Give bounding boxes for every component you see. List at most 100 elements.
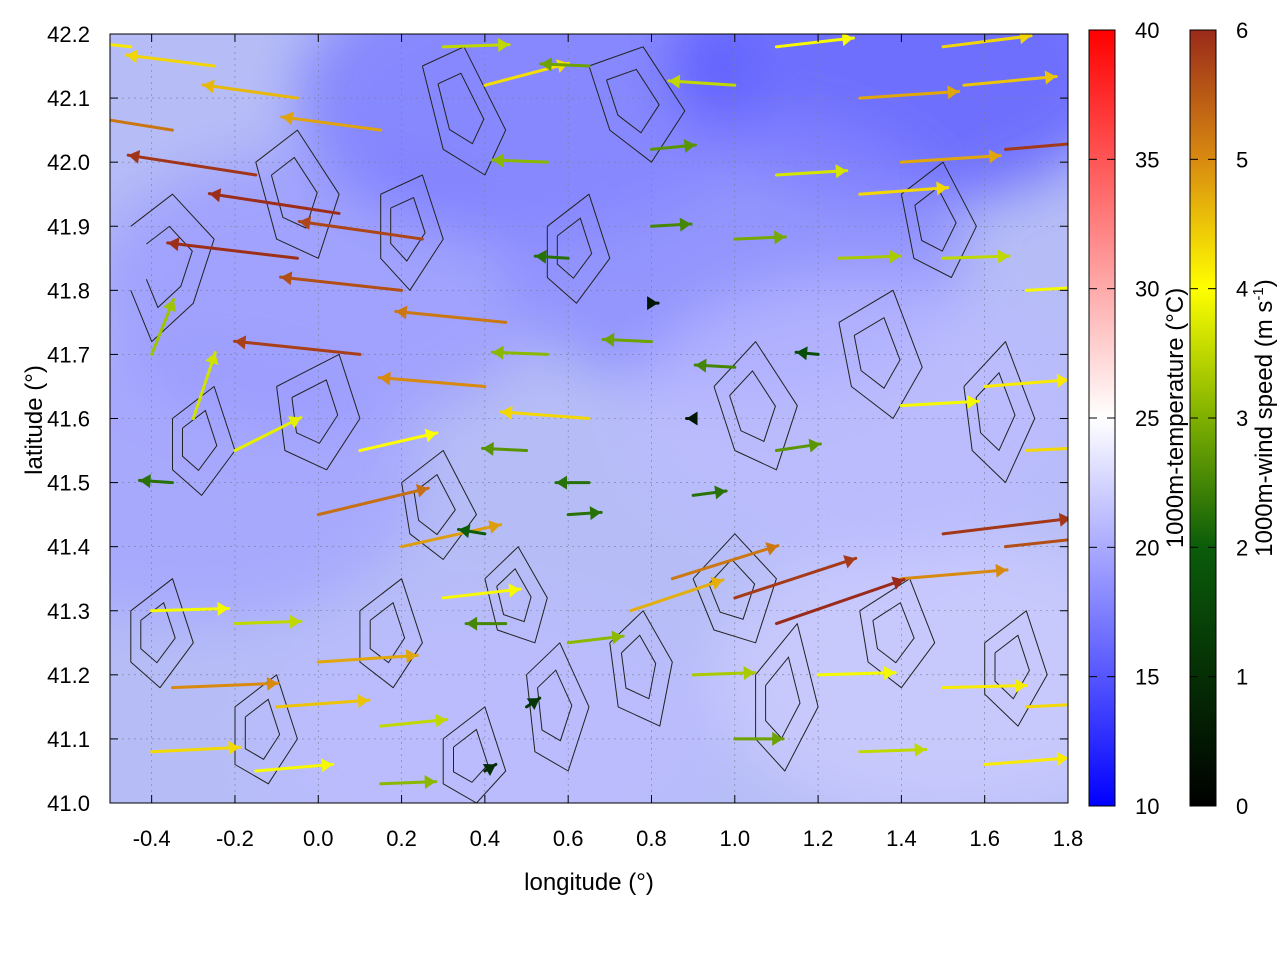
y-tick-label: 41.4 xyxy=(47,535,90,560)
colorbar-tick-label: 3 xyxy=(1236,406,1248,431)
contour-line xyxy=(130,578,194,689)
contour-line xyxy=(914,186,957,252)
x-axis-label: longitude (°) xyxy=(524,869,654,896)
y-axis-label: latitude (°) xyxy=(21,365,48,475)
wind-vector xyxy=(254,758,335,773)
contour-line xyxy=(484,546,548,644)
contour-line xyxy=(401,450,477,560)
wind-vector xyxy=(137,474,174,489)
contour-line xyxy=(713,341,798,471)
wind-vector xyxy=(280,111,383,132)
colorbar-tick-label: 20 xyxy=(1135,535,1159,560)
wind-vector xyxy=(316,649,419,664)
contour-line xyxy=(692,533,777,644)
wind-vector xyxy=(358,428,439,453)
wind-vector xyxy=(837,249,903,264)
wind-speed-colorbar-ticks: 0 1 2 3 4 5 6 xyxy=(1190,18,1248,819)
contour-line xyxy=(291,379,339,444)
contour-line xyxy=(975,371,1016,452)
x-tick-label: 0.6 xyxy=(553,826,584,851)
wind-vector xyxy=(1004,142,1068,151)
wind-vector xyxy=(774,34,855,49)
x-tick-label: 0.0 xyxy=(303,826,334,851)
contour-line xyxy=(537,669,573,742)
contour-line xyxy=(380,174,444,291)
plot-area xyxy=(110,34,1068,803)
contour-line xyxy=(130,193,215,343)
y-axis-ticks: 41.0 41.1 41.2 41.3 41.4 41.5 41.6 41.7 41.8 41.9… xyxy=(47,22,1068,816)
wind-vector xyxy=(233,416,303,453)
wind-vector xyxy=(170,676,280,691)
wind-vector xyxy=(691,666,757,681)
wind-vector xyxy=(275,694,371,709)
wind-vector xyxy=(539,57,591,72)
contour-line xyxy=(609,610,673,727)
wind-vector xyxy=(899,149,1002,164)
contour-line xyxy=(413,473,456,536)
contour-line xyxy=(606,68,660,134)
wind-vector xyxy=(983,373,1068,388)
wind-vector xyxy=(394,305,508,324)
y-tick-label: 41.0 xyxy=(47,791,90,816)
wind-vector xyxy=(441,583,522,600)
x-tick-label: -0.2 xyxy=(216,826,254,851)
wind-vector xyxy=(316,483,430,517)
y-tick-label: 42.2 xyxy=(47,22,90,47)
contour-line xyxy=(526,642,590,772)
wind-vector xyxy=(1024,446,1068,453)
contour-line xyxy=(453,728,489,783)
wind-vector xyxy=(297,216,424,241)
x-tick-label: 1.8 xyxy=(1053,826,1084,851)
wind-vector xyxy=(794,346,820,361)
colorbar-tick-label: 10 xyxy=(1135,794,1159,819)
wind-vector xyxy=(400,520,503,549)
wind-vector xyxy=(816,665,897,680)
wind-vector xyxy=(649,139,697,154)
colorbar-tick-label: 25 xyxy=(1135,406,1159,431)
x-tick-label: 1.2 xyxy=(803,826,834,851)
y-tick-label: 41.5 xyxy=(47,471,90,496)
y-tick-label: 41.8 xyxy=(47,278,90,303)
y-tick-label: 41.2 xyxy=(47,663,90,688)
wind-vector xyxy=(774,438,822,453)
contour-line xyxy=(421,46,507,176)
contour-line xyxy=(588,46,686,163)
wind-vector xyxy=(962,70,1058,87)
wind-vector xyxy=(499,405,591,420)
contour-line xyxy=(172,386,236,496)
wind-vector xyxy=(1024,286,1068,292)
colorbar-tick-label: 1 xyxy=(1236,665,1248,690)
colorbar-tick-label: 2 xyxy=(1236,535,1248,560)
wind-vector xyxy=(126,149,258,177)
wind-vector xyxy=(441,37,511,52)
wind-vector xyxy=(733,731,785,746)
colorbar-tick-label: 35 xyxy=(1135,147,1159,172)
wind-vector xyxy=(456,524,487,539)
wind-vector xyxy=(150,740,242,755)
wind-vector xyxy=(233,614,303,629)
x-tick-label: 0.2 xyxy=(386,826,417,851)
contour-line xyxy=(276,353,361,471)
contour-line xyxy=(390,196,426,262)
wind-vector xyxy=(667,74,737,89)
contour-line xyxy=(900,161,977,278)
wind-speed-colorbar: 0 1 2 3 4 5 6 1000m-wind speed (m s-1) xyxy=(1189,18,1278,819)
y-tick-label: 41.9 xyxy=(47,214,90,239)
wind-vector xyxy=(490,153,549,168)
wind-vector xyxy=(670,542,780,581)
wind-vector xyxy=(941,34,1033,49)
wind-vector xyxy=(693,358,737,373)
wind-vector xyxy=(691,485,728,500)
wind-vector xyxy=(150,601,231,616)
wind-vector xyxy=(647,296,660,311)
y-tick-label: 41.1 xyxy=(47,727,90,752)
wind-vector xyxy=(110,118,174,132)
x-axis-ticks: -0.4 -0.2 0.0 0.2 0.4 0.6 0.8 1.0 1.2 1.4 1.6 1.8 xyxy=(133,34,1084,851)
colorbar-tick-label: 5 xyxy=(1236,147,1248,172)
y-tick-label: 42.1 xyxy=(47,86,90,111)
contour-line xyxy=(755,623,819,772)
colorbar-tick-label: 15 xyxy=(1135,665,1159,690)
contour-line xyxy=(359,578,423,689)
wind-vector xyxy=(490,345,549,360)
